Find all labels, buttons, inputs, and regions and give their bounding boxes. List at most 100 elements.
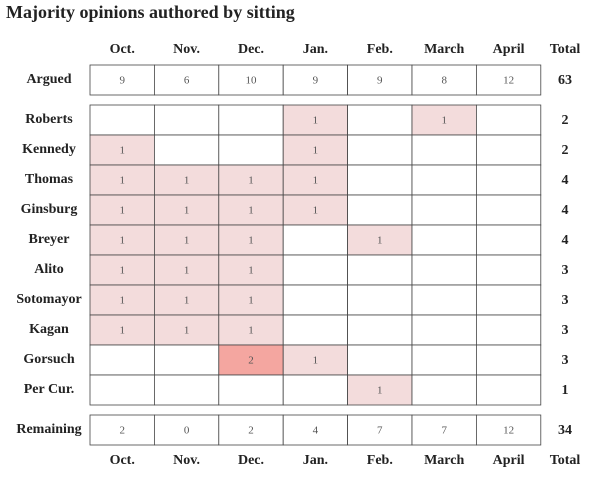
cell	[347, 194, 413, 226]
cell	[89, 64, 155, 96]
row-label: Gorsuch	[23, 352, 75, 367]
cell-value: 1	[377, 235, 383, 247]
cell-value: 1	[184, 205, 190, 217]
row-label: Remaining	[16, 422, 81, 437]
row-total: 4	[562, 173, 569, 188]
column-header: Nov.	[173, 42, 200, 57]
cell	[347, 254, 413, 286]
cell-value: 1	[119, 265, 125, 277]
cell-value: 1	[313, 205, 319, 217]
cell	[475, 104, 542, 136]
cell	[153, 64, 220, 96]
cell	[347, 374, 413, 406]
cell	[411, 414, 477, 446]
cell-value: 1	[248, 235, 254, 247]
cell	[282, 314, 349, 346]
cell-value: 1	[441, 115, 447, 127]
cell-value: 10	[246, 75, 258, 87]
cell-value: 1	[119, 295, 125, 307]
column-header: April	[493, 42, 525, 57]
cell	[475, 284, 542, 316]
cell	[218, 134, 284, 166]
cell	[218, 164, 284, 196]
cell	[411, 164, 477, 196]
cell	[411, 344, 477, 376]
cell	[218, 284, 284, 316]
row-label: Kagan	[29, 322, 69, 337]
cell	[89, 224, 155, 256]
row-total: 4	[562, 203, 569, 218]
column-footer: Total	[550, 453, 581, 468]
cell	[411, 374, 477, 406]
cell	[347, 134, 413, 166]
column-header: Oct.	[110, 42, 135, 57]
cell	[475, 414, 542, 446]
row-label: Thomas	[25, 172, 74, 187]
cell-value: 1	[184, 235, 190, 247]
column-footer: April	[493, 453, 525, 468]
cell	[347, 104, 413, 136]
cell	[411, 194, 477, 226]
cell	[475, 134, 542, 166]
cell-value: 9	[119, 75, 125, 87]
column-footer: Nov.	[173, 453, 200, 468]
cell	[347, 164, 413, 196]
column-header: Feb.	[367, 42, 393, 57]
cell	[347, 224, 413, 256]
cell-value: 1	[184, 325, 190, 337]
cell-value: 12	[503, 75, 514, 87]
cell-value: 1	[248, 295, 254, 307]
column-header: March	[424, 42, 464, 57]
column-footer: Feb.	[367, 453, 393, 468]
row-total: 63	[558, 73, 572, 88]
cell	[411, 134, 477, 166]
cell-value: 8	[441, 75, 447, 87]
cell	[153, 134, 220, 166]
cell-value: 1	[119, 175, 125, 187]
cell-value: 1	[119, 235, 125, 247]
cell-value: 2	[248, 425, 254, 437]
cell	[218, 104, 284, 136]
cell-value: 1	[248, 265, 254, 277]
cell-value: 1	[119, 325, 125, 337]
cell	[475, 314, 542, 346]
cell	[475, 344, 542, 376]
cell	[153, 104, 220, 136]
cell	[89, 164, 155, 196]
cell-value: 1	[377, 385, 383, 397]
cell	[347, 64, 413, 96]
cell-value: 1	[184, 265, 190, 277]
row-total: 2	[562, 143, 569, 158]
cell-value: 1	[184, 295, 190, 307]
column-footer: Jan.	[303, 453, 328, 468]
column-footer: Oct.	[110, 453, 135, 468]
cell	[89, 374, 155, 406]
cell	[411, 254, 477, 286]
cell	[218, 224, 284, 256]
cell	[282, 284, 349, 316]
row-total: 1	[562, 383, 569, 398]
title: Majority opinions authored by sitting	[6, 2, 295, 22]
cell	[153, 414, 220, 446]
row-total: 2	[562, 113, 569, 128]
row-label: Alito	[34, 262, 64, 277]
cell	[153, 194, 220, 226]
cell	[347, 414, 413, 446]
cell	[475, 224, 542, 256]
cell	[411, 224, 477, 256]
cell	[282, 414, 349, 446]
cell	[475, 164, 542, 196]
row-total: 34	[558, 423, 572, 438]
cell	[89, 134, 155, 166]
cell	[475, 374, 542, 406]
cell	[475, 254, 542, 286]
cell-value: 1	[313, 115, 319, 127]
cell-value: 1	[313, 175, 319, 187]
cell-value: 2	[248, 355, 254, 367]
column-header: Dec.	[238, 42, 264, 57]
cell	[347, 344, 413, 376]
row-label: Argued	[26, 72, 71, 87]
cell-value: 12	[503, 425, 514, 437]
cell	[218, 374, 284, 406]
row-label: Roberts	[25, 112, 73, 127]
